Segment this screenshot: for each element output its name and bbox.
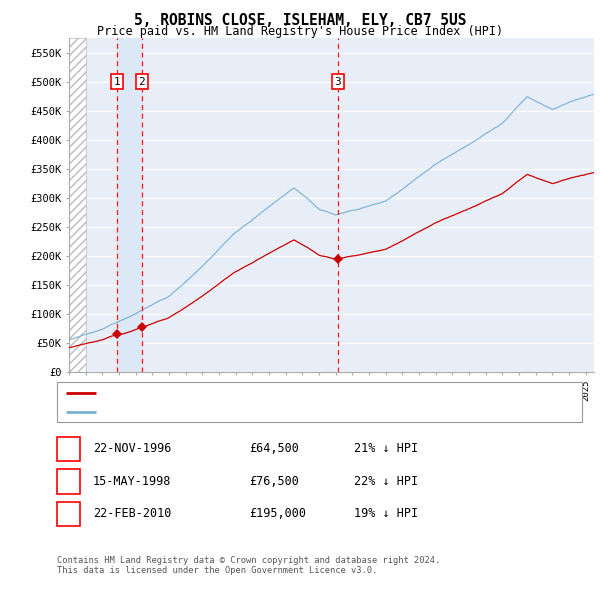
Text: Price paid vs. HM Land Registry's House Price Index (HPI): Price paid vs. HM Land Registry's House …	[97, 25, 503, 38]
Text: 21% ↓ HPI: 21% ↓ HPI	[354, 442, 418, 455]
Text: 22-NOV-1996: 22-NOV-1996	[93, 442, 172, 455]
Text: 5, ROBINS CLOSE, ISLEHAM, ELY, CB7 5US (detached house): 5, ROBINS CLOSE, ISLEHAM, ELY, CB7 5US (…	[99, 388, 429, 398]
Text: 19% ↓ HPI: 19% ↓ HPI	[354, 507, 418, 520]
Bar	[117, 38, 142, 372]
Text: 22% ↓ HPI: 22% ↓ HPI	[354, 475, 418, 488]
Text: £76,500: £76,500	[249, 475, 299, 488]
Text: 2: 2	[65, 475, 72, 488]
Text: 1: 1	[65, 442, 72, 455]
Text: 3: 3	[65, 507, 72, 520]
Text: 2: 2	[139, 77, 145, 87]
Text: 3: 3	[335, 77, 341, 87]
Text: £64,500: £64,500	[249, 442, 299, 455]
Text: HPI: Average price, detached house, East Cambridgeshire: HPI: Average price, detached house, East…	[99, 407, 429, 417]
Text: 15-MAY-1998: 15-MAY-1998	[93, 475, 172, 488]
Text: Contains HM Land Registry data © Crown copyright and database right 2024.
This d: Contains HM Land Registry data © Crown c…	[57, 556, 440, 575]
Text: 1: 1	[114, 77, 121, 87]
Text: £195,000: £195,000	[249, 507, 306, 520]
Text: 22-FEB-2010: 22-FEB-2010	[93, 507, 172, 520]
Text: 5, ROBINS CLOSE, ISLEHAM, ELY, CB7 5US: 5, ROBINS CLOSE, ISLEHAM, ELY, CB7 5US	[134, 13, 466, 28]
